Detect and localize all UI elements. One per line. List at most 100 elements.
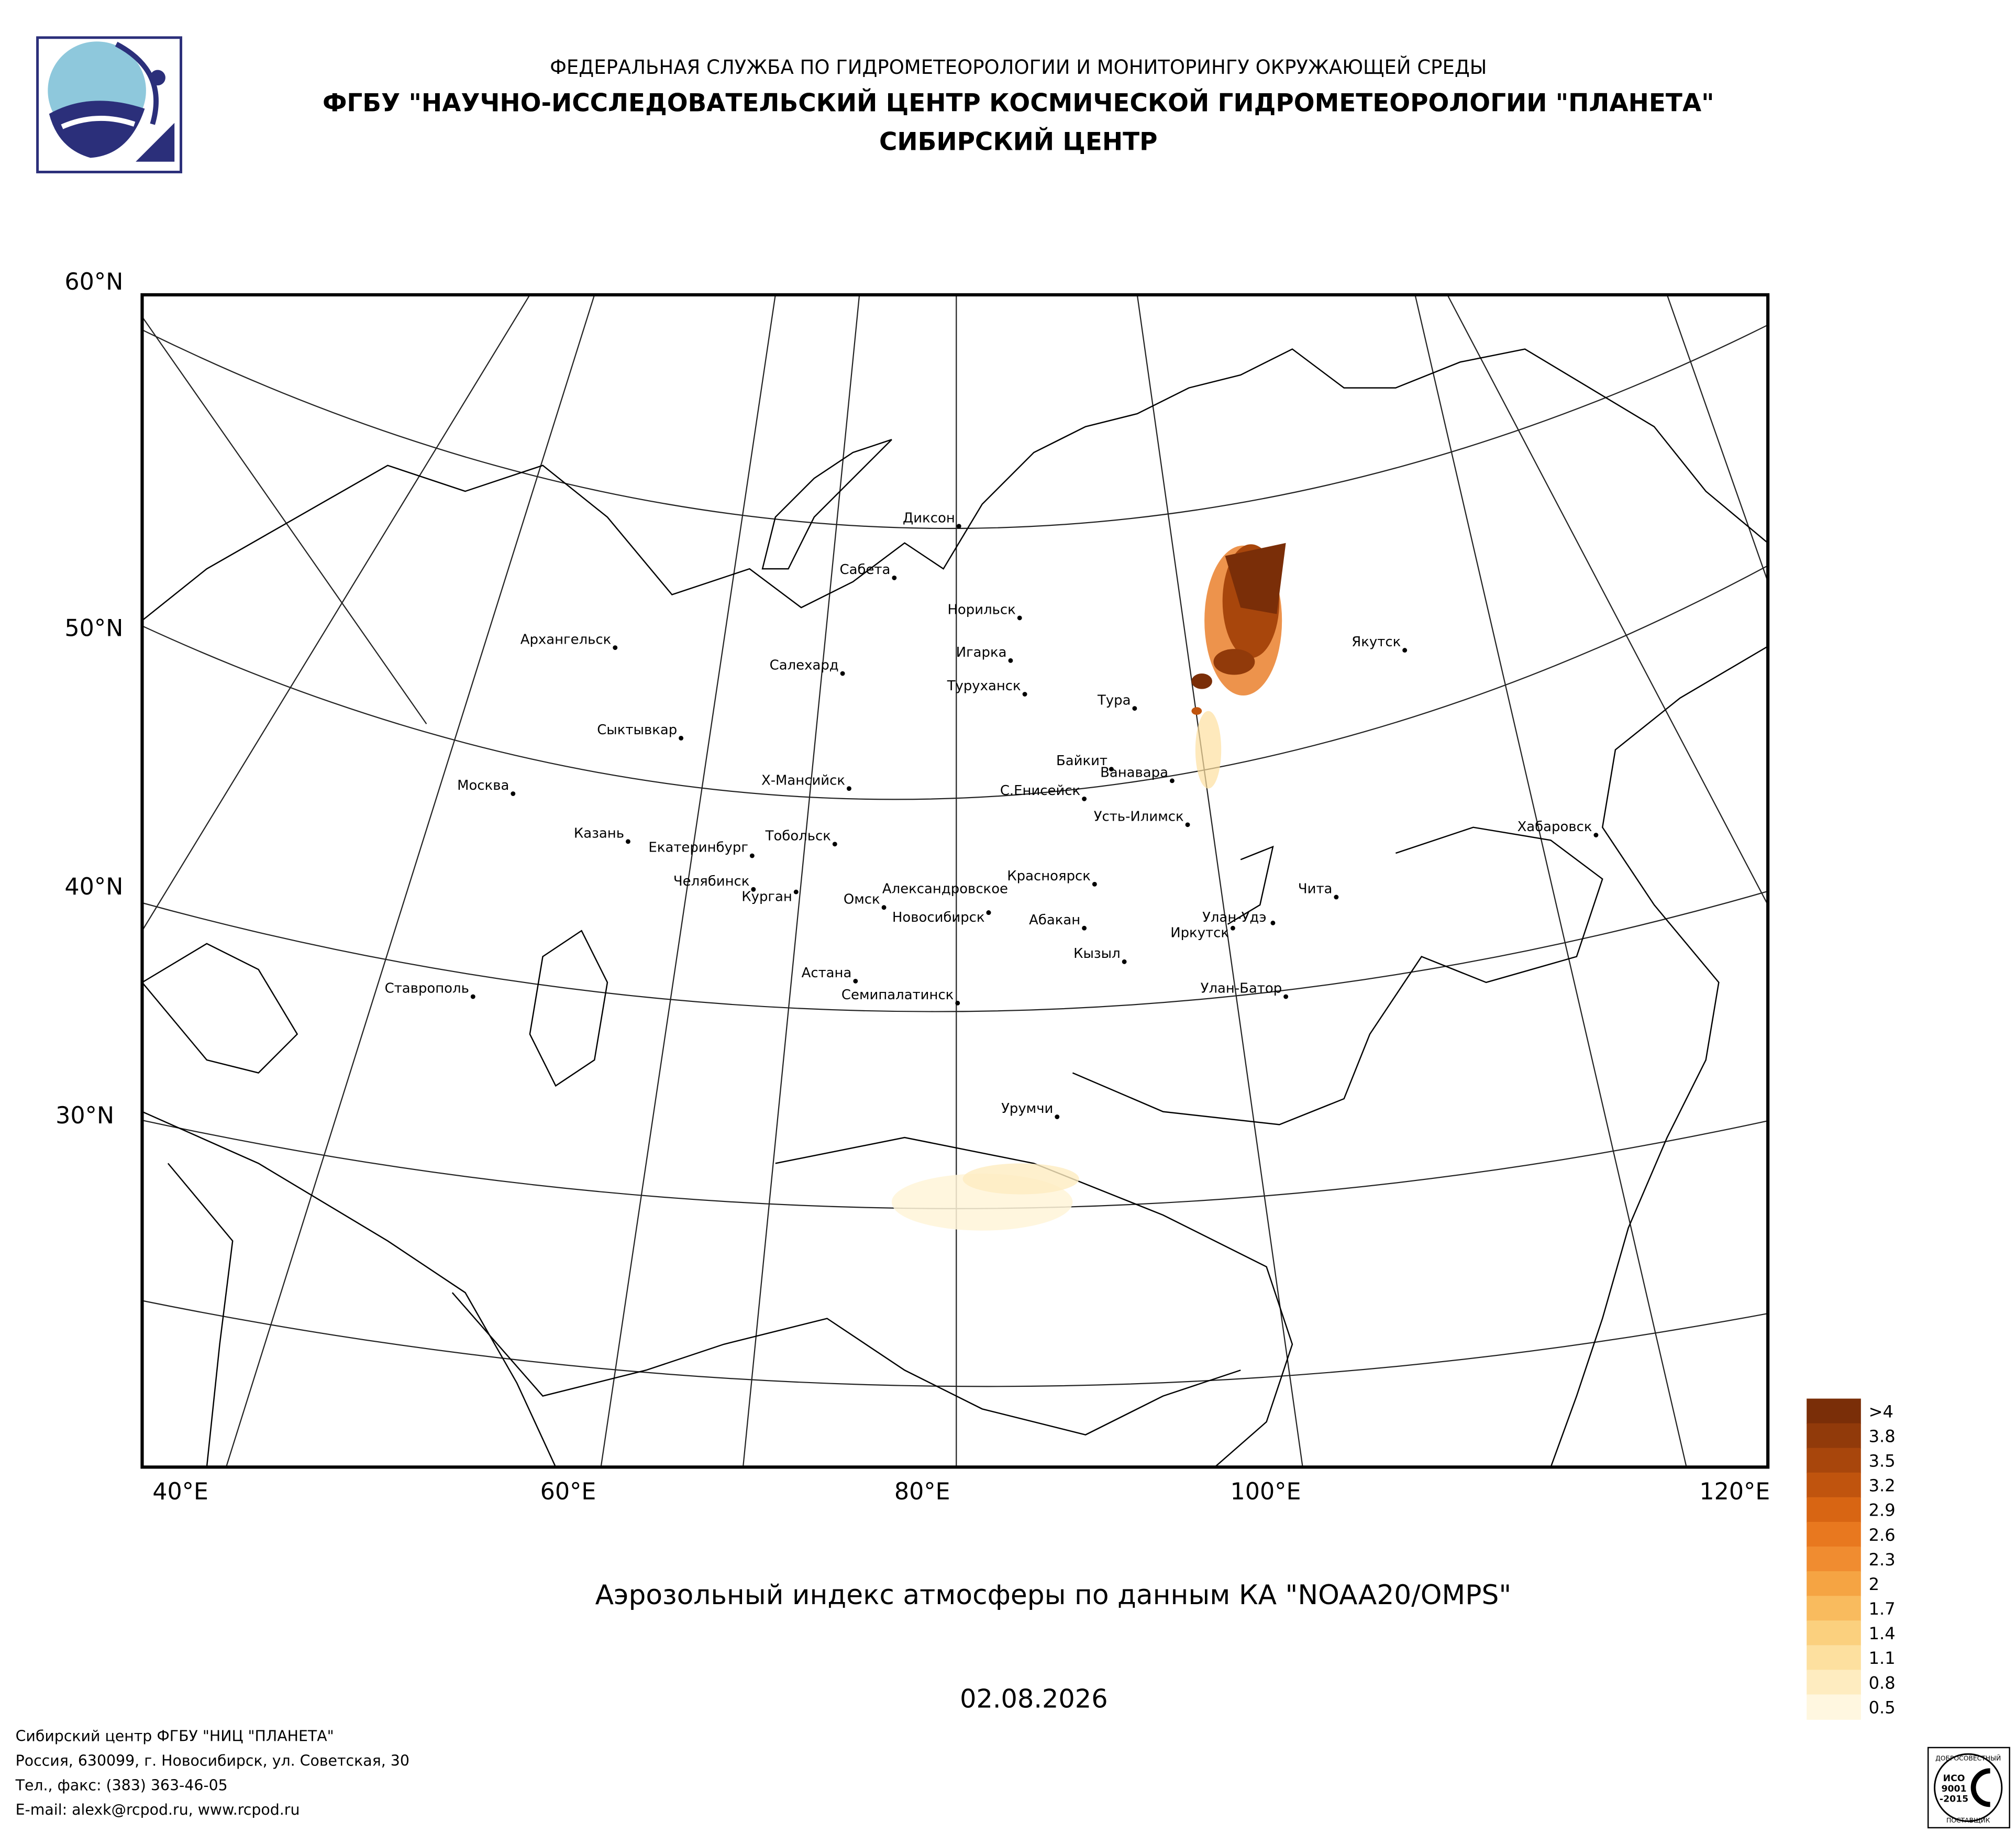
- city-label: С.Енисейск: [1000, 783, 1080, 799]
- legend-swatch: [1807, 1694, 1861, 1720]
- badge-text: ИСО: [1943, 1773, 1965, 1784]
- legend-swatch: [1807, 1670, 1861, 1695]
- city-dot: [1169, 778, 1175, 783]
- city-dot: [749, 853, 755, 858]
- badge-text: 9001: [1942, 1784, 1967, 1794]
- footer-line: E-mail: alexk@rcpod.ru, www.rcpod.ru: [16, 1801, 300, 1818]
- legend-label: 3.2: [1869, 1476, 1896, 1496]
- cities: Диксон Сабета Норильск Игарка Салехард Туруха…: [385, 510, 1599, 1119]
- city-label: Красноярск: [1007, 868, 1091, 884]
- legend-swatch: [1807, 1645, 1861, 1671]
- city-label: Семипалатинск: [841, 987, 954, 1003]
- city-dot: [1092, 881, 1097, 887]
- aerosol-plume: [891, 543, 1286, 1231]
- city-label: Иркутск: [1170, 925, 1229, 941]
- city-dot: [1082, 925, 1087, 931]
- legend-label: >4: [1869, 1401, 1893, 1421]
- city-label: Тура: [1097, 692, 1131, 708]
- legend-swatch: [1807, 1448, 1861, 1474]
- header-line: ФЕДЕРАЛЬНАЯ СЛУЖБА ПО ГИДРОМЕТЕОРОЛОГИИ …: [550, 56, 1487, 79]
- city-label: Астана: [802, 965, 852, 981]
- city-label: Диксон: [903, 510, 955, 526]
- legend-swatch: [1807, 1497, 1861, 1523]
- legend-swatch: [1807, 1596, 1861, 1621]
- city-dot: [832, 842, 837, 847]
- footer-line: Сибирский центр ФГБУ "НИЦ "ПЛАНЕТА": [16, 1728, 334, 1745]
- city-label: Салехард: [770, 658, 839, 673]
- city-label: Игарка: [956, 645, 1007, 660]
- city-label: Москва: [457, 778, 509, 793]
- city-label: Хабаровск: [1517, 819, 1592, 835]
- coastline: [142, 348, 1768, 1467]
- footer-line: Тел., факс: (383) 363-46-05: [15, 1776, 228, 1794]
- city-label: Новосибирск: [892, 910, 985, 925]
- city-label: Челябинск: [673, 874, 749, 889]
- city-dot: [679, 735, 684, 741]
- city-dot: [511, 791, 516, 796]
- city-label: Туруханск: [947, 678, 1021, 694]
- city-label: Усть-Илимск: [1094, 809, 1184, 824]
- city-label: Ставрополь: [385, 981, 469, 997]
- city-dot: [840, 671, 845, 676]
- city-label: Тобольск: [765, 828, 831, 844]
- badge-text: ДОБРОСОВЕСТНЫЙ: [1935, 1754, 2001, 1762]
- city-label: Чита: [1298, 881, 1333, 897]
- city-dot: [955, 1000, 960, 1006]
- city-dot: [1283, 994, 1289, 999]
- city-label: Норильск: [947, 602, 1015, 618]
- legend-swatch: [1807, 1398, 1861, 1424]
- city-dot: [1185, 822, 1190, 827]
- lon-label: 120°E: [1699, 1478, 1770, 1505]
- city-dot: [751, 887, 756, 892]
- city-label: Александровское: [882, 881, 1008, 897]
- city-dot: [956, 524, 961, 529]
- city-label: Улан-Удэ: [1202, 910, 1266, 925]
- legend-label: 2.6: [1869, 1525, 1896, 1545]
- city-label: Курган: [741, 889, 792, 904]
- city-label: Урумчи: [1001, 1101, 1053, 1117]
- city-dot: [1132, 706, 1137, 711]
- city-label: Омск: [844, 891, 880, 907]
- city-dot: [881, 905, 887, 910]
- city-dot: [1270, 920, 1276, 925]
- city-dot: [892, 575, 897, 580]
- city-label: Кызыл: [1073, 946, 1121, 962]
- map-date: 02.08.2026: [960, 1683, 1108, 1714]
- badge-text: -2015: [1940, 1794, 1968, 1805]
- city-dot: [1022, 692, 1027, 697]
- city-dot: [793, 889, 799, 895]
- city-dot: [625, 839, 630, 844]
- city-label: Х-Мансийск: [761, 772, 845, 788]
- lon-label: 80°E: [894, 1478, 950, 1505]
- city-label: Екатеринбург: [648, 840, 748, 856]
- city-label: Казань: [574, 825, 624, 841]
- legend-label: 1.4: [1869, 1624, 1896, 1643]
- legend-label: 0.5: [1869, 1697, 1896, 1717]
- legend-label: 3.5: [1869, 1451, 1896, 1471]
- city-dot: [1109, 767, 1114, 772]
- lat-label: 40°N: [64, 874, 123, 900]
- city-dot: [470, 994, 475, 999]
- footer-line: Россия, 630099, г. Новосибирск, ул. Сове…: [16, 1752, 409, 1769]
- axis-labels: 60°N 50°N 40°N 30°N 40°E 60°E 80°E 100°E 120°E: [56, 269, 1770, 1505]
- legend-swatch: [1807, 1620, 1861, 1646]
- footer: Сибирский центр ФГБУ "НИЦ "ПЛАНЕТА" Росси…: [15, 1728, 409, 1819]
- legend-swatch: [1807, 1571, 1861, 1597]
- city-label: Сыктывкар: [597, 722, 677, 738]
- city-dot: [1017, 615, 1022, 621]
- city-dot: [1055, 1114, 1060, 1119]
- legend: >4 3.8 3.5 3.2 2.9 2.6 2.3 2 1.7 1.4 1.1 0.8 0.5: [1807, 1398, 1896, 1720]
- lon-label: 100°E: [1230, 1478, 1301, 1505]
- city-dot: [847, 786, 851, 791]
- badge-text: ПОСТАВЩИК: [1946, 1817, 1990, 1824]
- city-dot: [1008, 658, 1013, 663]
- legend-label: 1.1: [1869, 1648, 1896, 1668]
- legend-label: 3.8: [1869, 1427, 1896, 1446]
- lat-label: 60°N: [64, 269, 123, 295]
- legend-label: 0.8: [1869, 1673, 1896, 1693]
- header-line: СИБИРСКИЙ ЦЕНТР: [879, 128, 1158, 157]
- city-dot: [1402, 648, 1408, 653]
